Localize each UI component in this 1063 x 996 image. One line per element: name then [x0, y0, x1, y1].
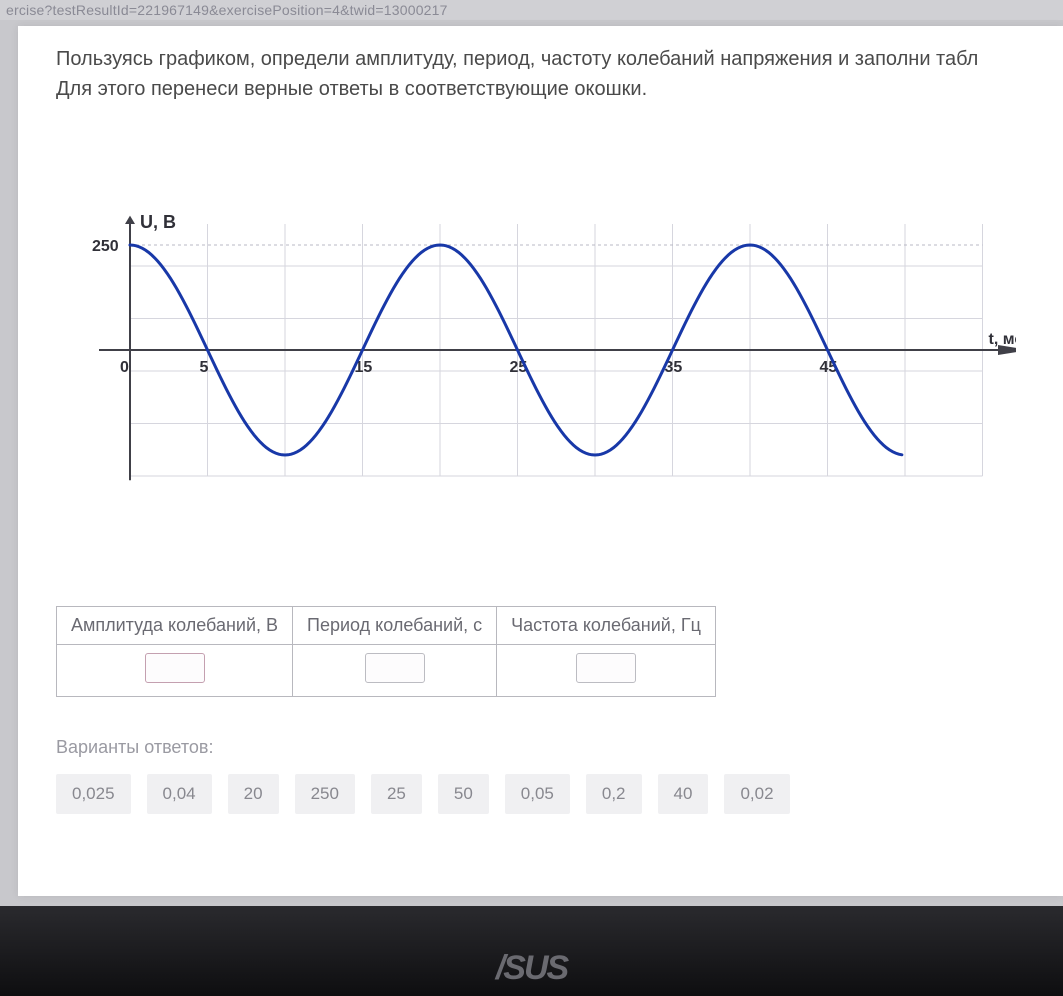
answer-option[interactable]: 0,025	[56, 774, 131, 814]
instruction-text: Пользуясь графиком, определи амплитуду, …	[56, 44, 1063, 104]
answer-option[interactable]: 250	[295, 774, 355, 814]
table-header-row: Амплитуда колебаний, В Период колебаний,…	[57, 607, 716, 645]
answer-option[interactable]: 40	[658, 774, 709, 814]
exercise-page: Пользуясь графиком, определи амплитуду, …	[18, 26, 1063, 896]
col-frequency-header: Частота колебаний, Гц	[497, 607, 716, 645]
amplitude-cell	[57, 645, 293, 697]
instruction-line-2: Для этого перенеси верные ответы в соотв…	[56, 78, 647, 100]
amplitude-drop-slot[interactable]	[145, 653, 205, 683]
answer-option[interactable]: 0,04	[147, 774, 212, 814]
period-cell	[293, 645, 497, 697]
svg-text:250: 250	[92, 238, 119, 255]
svg-text:U, B: U, B	[140, 212, 176, 232]
url-fragment: ercise?testResultId=221967149&exercisePo…	[0, 0, 1063, 20]
instruction-line-1: Пользуясь графиком, определи амплитуду, …	[56, 48, 978, 70]
options-label: Варианты ответов:	[56, 737, 1063, 758]
answer-options-row: 0,025 0,04 20 250 25 50 0,05 0,2 40 0,02	[56, 774, 1063, 814]
col-period-header: Период колебаний, с	[293, 607, 497, 645]
answer-table: Амплитуда колебаний, В Период колебаний,…	[56, 606, 716, 697]
frequency-drop-slot[interactable]	[576, 653, 636, 683]
frequency-cell	[497, 645, 716, 697]
svg-text:5: 5	[200, 359, 209, 376]
laptop-brand-logo: /SUS	[496, 949, 567, 988]
voltage-chart: U, Bt, мс2500515253545	[56, 120, 1016, 580]
chart-svg: U, Bt, мс2500515253545	[56, 120, 1016, 580]
col-amplitude-header: Амплитуда колебаний, В	[57, 607, 293, 645]
answer-option[interactable]: 20	[228, 774, 279, 814]
answer-option[interactable]: 0,2	[586, 774, 642, 814]
answer-option[interactable]: 25	[371, 774, 422, 814]
period-drop-slot[interactable]	[365, 653, 425, 683]
answer-option[interactable]: 0,05	[505, 774, 570, 814]
svg-text:t, мс: t, мс	[989, 331, 1017, 348]
answer-option[interactable]: 0,02	[724, 774, 789, 814]
table-answer-row	[57, 645, 716, 697]
answer-option[interactable]: 50	[438, 774, 489, 814]
svg-text:0: 0	[120, 359, 129, 376]
laptop-bezel: /SUS	[0, 906, 1063, 996]
